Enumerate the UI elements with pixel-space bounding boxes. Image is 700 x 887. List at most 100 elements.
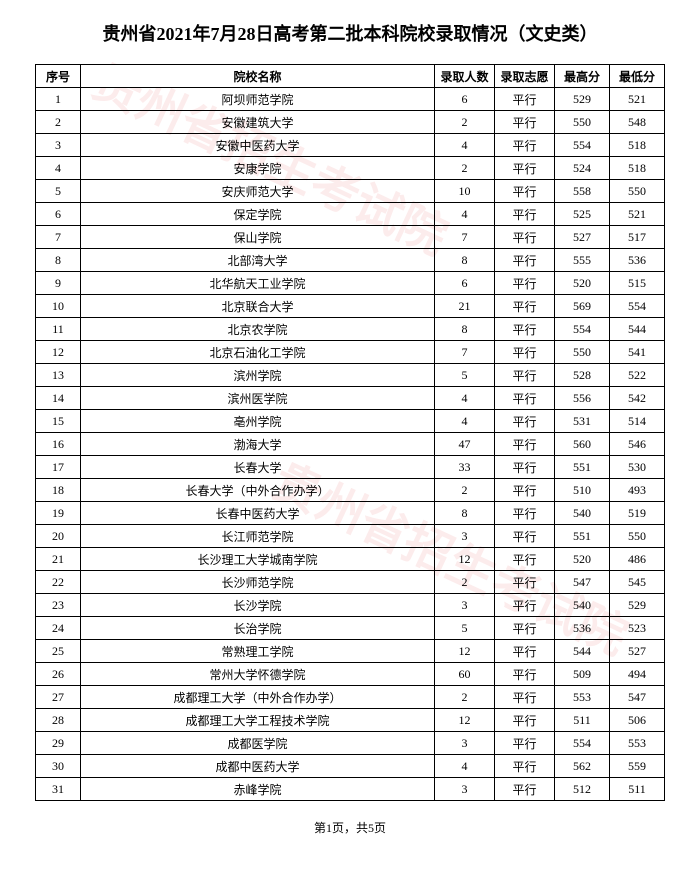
cell-seq: 26 xyxy=(36,663,81,686)
cell-seq: 23 xyxy=(36,594,81,617)
cell-max: 547 xyxy=(555,571,610,594)
cell-seq: 5 xyxy=(36,180,81,203)
cell-count: 4 xyxy=(435,755,495,778)
cell-vol: 平行 xyxy=(495,387,555,410)
cell-count: 10 xyxy=(435,180,495,203)
cell-count: 33 xyxy=(435,456,495,479)
cell-name: 亳州学院 xyxy=(81,410,435,433)
cell-seq: 12 xyxy=(36,341,81,364)
cell-vol: 平行 xyxy=(495,364,555,387)
header-seq: 序号 xyxy=(36,65,81,88)
cell-vol: 平行 xyxy=(495,249,555,272)
cell-vol: 平行 xyxy=(495,594,555,617)
table-row: 29成都医学院3平行554553 xyxy=(36,732,665,755)
cell-vol: 平行 xyxy=(495,410,555,433)
cell-count: 21 xyxy=(435,295,495,318)
cell-count: 6 xyxy=(435,88,495,111)
cell-count: 7 xyxy=(435,341,495,364)
cell-min: 550 xyxy=(610,180,665,203)
cell-seq: 28 xyxy=(36,709,81,732)
cell-seq: 21 xyxy=(36,548,81,571)
cell-max: 544 xyxy=(555,640,610,663)
table-row: 12北京石油化工学院7平行550541 xyxy=(36,341,665,364)
cell-max: 558 xyxy=(555,180,610,203)
table-row: 8北部湾大学8平行555536 xyxy=(36,249,665,272)
cell-max: 525 xyxy=(555,203,610,226)
cell-vol: 平行 xyxy=(495,111,555,134)
table-row: 21长沙理工大学城南学院12平行520486 xyxy=(36,548,665,571)
cell-count: 4 xyxy=(435,387,495,410)
cell-max: 540 xyxy=(555,594,610,617)
cell-min: 559 xyxy=(610,755,665,778)
cell-vol: 平行 xyxy=(495,525,555,548)
cell-seq: 19 xyxy=(36,502,81,525)
cell-vol: 平行 xyxy=(495,134,555,157)
table-row: 25常熟理工学院12平行544527 xyxy=(36,640,665,663)
cell-max: 553 xyxy=(555,686,610,709)
cell-vol: 平行 xyxy=(495,571,555,594)
cell-seq: 3 xyxy=(36,134,81,157)
cell-count: 2 xyxy=(435,111,495,134)
cell-seq: 20 xyxy=(36,525,81,548)
cell-count: 12 xyxy=(435,548,495,571)
table-row: 5安庆师范大学10平行558550 xyxy=(36,180,665,203)
cell-min: 529 xyxy=(610,594,665,617)
table-row: 19长春中医药大学8平行540519 xyxy=(36,502,665,525)
cell-min: 511 xyxy=(610,778,665,801)
cell-min: 523 xyxy=(610,617,665,640)
cell-name: 北京农学院 xyxy=(81,318,435,341)
footer-mid: 页，共 xyxy=(332,821,368,835)
table-row: 24长治学院5平行536523 xyxy=(36,617,665,640)
cell-seq: 11 xyxy=(36,318,81,341)
cell-count: 3 xyxy=(435,594,495,617)
cell-min: 486 xyxy=(610,548,665,571)
cell-vol: 平行 xyxy=(495,548,555,571)
cell-name: 阿坝师范学院 xyxy=(81,88,435,111)
cell-min: 515 xyxy=(610,272,665,295)
cell-min: 517 xyxy=(610,226,665,249)
cell-seq: 6 xyxy=(36,203,81,226)
cell-name: 北部湾大学 xyxy=(81,249,435,272)
cell-seq: 29 xyxy=(36,732,81,755)
cell-min: 522 xyxy=(610,364,665,387)
cell-max: 511 xyxy=(555,709,610,732)
table-row: 26常州大学怀德学院60平行509494 xyxy=(36,663,665,686)
cell-min: 506 xyxy=(610,709,665,732)
footer-suffix: 页 xyxy=(374,821,386,835)
table-row: 18长春大学（中外合作办学）2平行510493 xyxy=(36,479,665,502)
cell-seq: 13 xyxy=(36,364,81,387)
cell-max: 509 xyxy=(555,663,610,686)
cell-vol: 平行 xyxy=(495,433,555,456)
cell-name: 安康学院 xyxy=(81,157,435,180)
table-row: 9北华航天工业学院6平行520515 xyxy=(36,272,665,295)
cell-min: 544 xyxy=(610,318,665,341)
cell-vol: 平行 xyxy=(495,88,555,111)
table-row: 31赤峰学院3平行512511 xyxy=(36,778,665,801)
page-title: 贵州省2021年7月28日高考第二批本科院校录取情况（文史类） xyxy=(35,20,665,46)
cell-seq: 16 xyxy=(36,433,81,456)
cell-max: 512 xyxy=(555,778,610,801)
cell-vol: 平行 xyxy=(495,295,555,318)
cell-min: 542 xyxy=(610,387,665,410)
cell-min: 547 xyxy=(610,686,665,709)
cell-vol: 平行 xyxy=(495,686,555,709)
cell-name: 长江师范学院 xyxy=(81,525,435,548)
cell-count: 47 xyxy=(435,433,495,456)
header-volunteer: 录取志愿 xyxy=(495,65,555,88)
cell-min: 518 xyxy=(610,134,665,157)
cell-max: 536 xyxy=(555,617,610,640)
table-row: 22长沙师范学院2平行547545 xyxy=(36,571,665,594)
cell-max: 554 xyxy=(555,318,610,341)
cell-vol: 平行 xyxy=(495,341,555,364)
cell-name: 安徽中医药大学 xyxy=(81,134,435,157)
cell-name: 赤峰学院 xyxy=(81,778,435,801)
cell-max: 529 xyxy=(555,88,610,111)
cell-count: 6 xyxy=(435,272,495,295)
cell-name: 北京联合大学 xyxy=(81,295,435,318)
cell-count: 8 xyxy=(435,502,495,525)
cell-name: 常熟理工学院 xyxy=(81,640,435,663)
table-row: 1阿坝师范学院6平行529521 xyxy=(36,88,665,111)
cell-vol: 平行 xyxy=(495,456,555,479)
cell-vol: 平行 xyxy=(495,778,555,801)
cell-vol: 平行 xyxy=(495,203,555,226)
